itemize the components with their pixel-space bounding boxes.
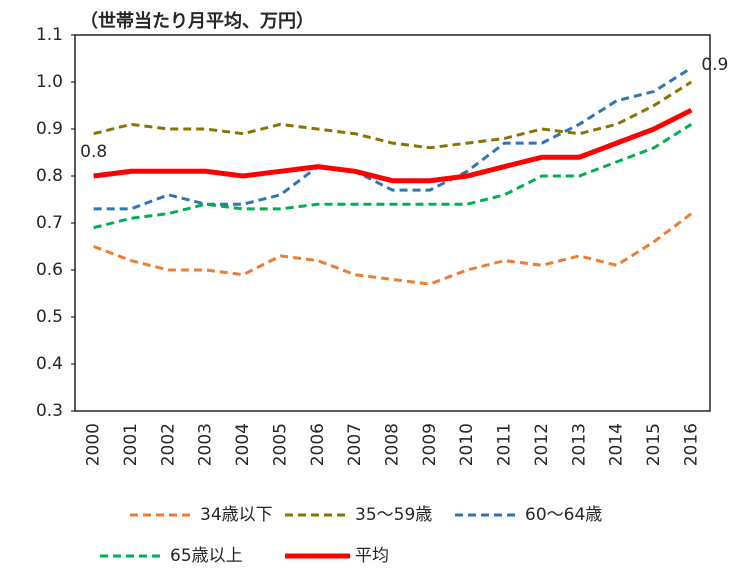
x-tick-label: 2000: [84, 423, 104, 466]
chart-title: （世帯当たり月平均、万円）: [80, 10, 314, 32]
series-line: [93, 123, 693, 230]
x-tick-label: 2010: [457, 423, 477, 466]
x-tick-label: 2015: [644, 423, 664, 466]
legend-label: 60〜64歳: [525, 505, 602, 525]
data-label: 0.8: [80, 142, 107, 162]
x-tick-label: 2016: [681, 423, 701, 466]
y-tick-label: 0.9: [36, 119, 63, 139]
legend-label: 平均: [355, 546, 389, 566]
x-tick-label: 2013: [569, 423, 589, 466]
x-tick-label: 2012: [532, 423, 552, 466]
x-tick-label: 2014: [607, 423, 627, 466]
data-label: 0.9: [701, 55, 728, 75]
x-tick-label: 2006: [308, 423, 328, 466]
x-tick-label: 2009: [420, 423, 440, 466]
y-tick-label: 0.6: [36, 260, 63, 280]
legend-label: 35〜59歳: [355, 505, 432, 525]
x-tick-label: 2005: [270, 423, 290, 466]
x-tick-label: 2002: [158, 423, 178, 466]
y-tick-label: 0.4: [36, 354, 63, 374]
series-line: [93, 80, 693, 150]
legend-label: 34歳以下: [200, 505, 273, 525]
series-line: [93, 212, 693, 286]
series-line: [93, 66, 693, 211]
x-tick-label: 2011: [495, 423, 515, 466]
plot-area: [74, 34, 711, 412]
x-tick-label: 2008: [383, 423, 403, 466]
x-tick-label: 2003: [196, 423, 216, 466]
y-tick-label: 1.1: [36, 25, 63, 45]
x-tick-label: 2004: [233, 423, 253, 466]
y-tick-label: 0.7: [36, 213, 63, 233]
y-tick-label: 0.8: [36, 166, 63, 186]
x-tick-label: 2001: [121, 423, 141, 466]
legend-label: 65歳以上: [170, 546, 243, 566]
y-tick-label: 0.5: [36, 307, 63, 327]
series-line: [93, 107, 693, 184]
y-tick-label: 0.3: [36, 401, 63, 421]
y-tick-label: 1.0: [36, 72, 63, 92]
x-tick-label: 2007: [345, 423, 365, 466]
